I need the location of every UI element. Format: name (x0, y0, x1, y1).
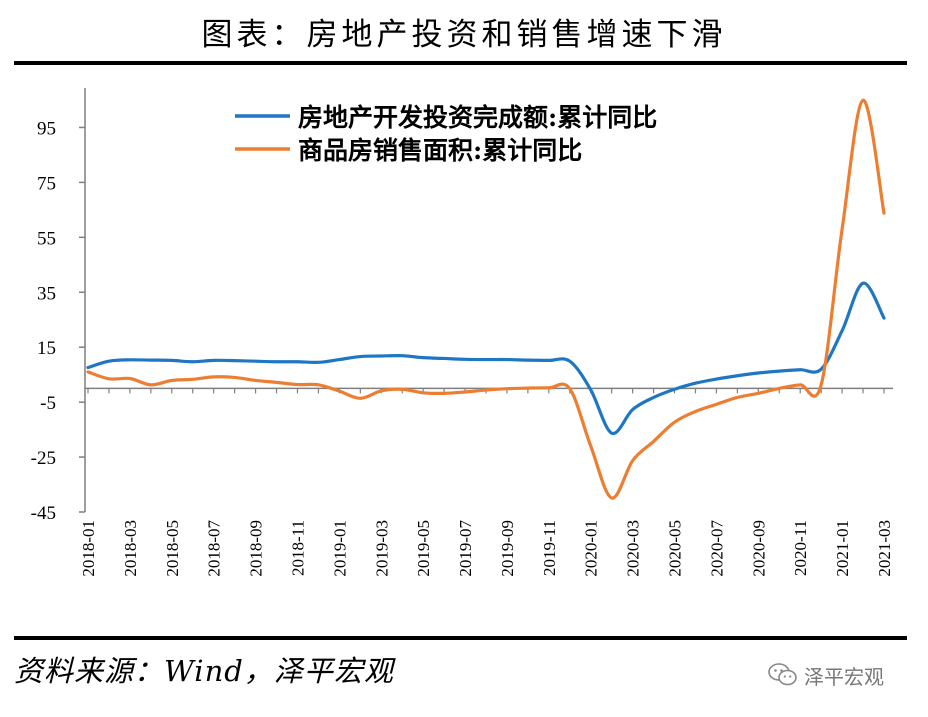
x-tick-label: 2020-11 (791, 520, 810, 576)
x-tick-label: 2020-05 (666, 520, 685, 577)
x-tick-label: 2018-07 (205, 520, 224, 577)
y-tick-label: 15 (37, 338, 56, 359)
legend-label: 商品房销售面积:累计同比 (298, 136, 582, 165)
x-tick-label: 2021-03 (875, 520, 894, 577)
watermark: 泽平宏观 (768, 660, 884, 690)
y-tick-label: 75 (37, 173, 56, 194)
wechat-icon (768, 663, 797, 686)
x-tick-label: 2018-05 (163, 520, 182, 577)
x-tick-label: 2020-03 (624, 520, 643, 577)
sales-series-line (86, 98, 886, 500)
y-tick-label: -45 (31, 503, 56, 524)
x-tick-label: 2019-07 (456, 520, 475, 577)
source-note: 资料来源：Wind，泽平宏观 (14, 654, 394, 688)
x-tick-label: 2019-05 (414, 520, 433, 577)
x-tick-label: 2019-11 (540, 520, 559, 576)
source-rule (14, 636, 907, 640)
y-tick-label: 55 (37, 228, 56, 249)
x-tick-label: 2019-03 (372, 520, 391, 577)
y-tick-label: 35 (37, 283, 56, 304)
watermark-text: 泽平宏观 (804, 664, 884, 689)
x-tick-label: 2020-07 (707, 520, 726, 577)
chart-title: 图表：房地产投资和销售增速下滑 (201, 17, 727, 53)
title-rule (14, 61, 907, 65)
legend-label: 房地产开发投资完成额:累计同比 (298, 103, 657, 132)
x-tick-label: 2019-09 (498, 520, 517, 577)
x-tick-label: 2019-01 (330, 520, 349, 577)
x-tick-label: 2018-11 (288, 520, 307, 576)
y-tick-label: -5 (40, 393, 56, 414)
x-tick-label: 2020-01 (582, 520, 601, 577)
investment-series-line (86, 281, 886, 435)
y-tick-label: 95 (37, 118, 56, 139)
x-tick-label: 2018-09 (247, 520, 266, 577)
y-tick-label: -25 (31, 448, 56, 469)
x-tick-label: 2018-01 (79, 520, 98, 577)
x-tick-label: 2018-03 (121, 520, 140, 577)
x-tick-label: 2021-01 (833, 520, 852, 577)
x-tick-label: 2020-09 (749, 520, 768, 577)
